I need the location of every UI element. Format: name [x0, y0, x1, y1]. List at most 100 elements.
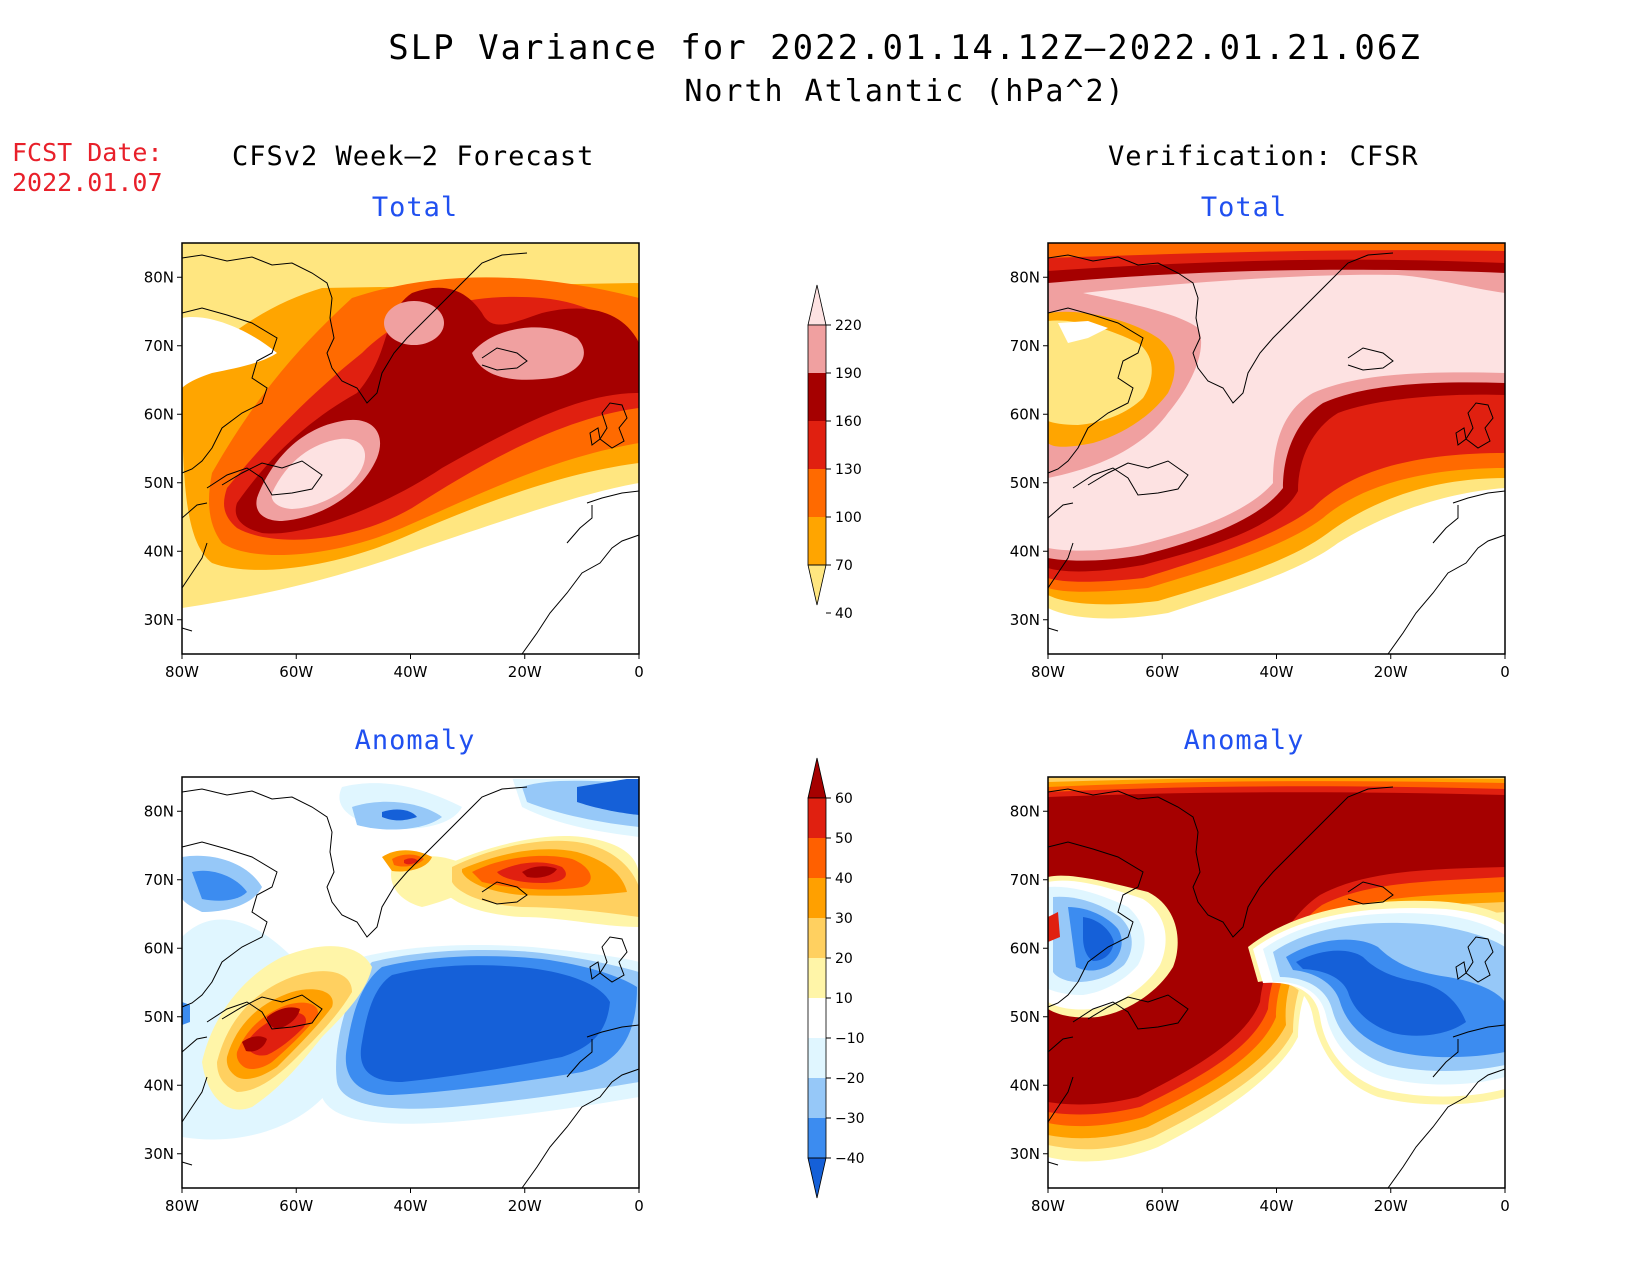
colorbar-label: 50 — [835, 831, 853, 847]
colorbar-swatch — [808, 1078, 826, 1118]
lat-tick-label: 50N — [1010, 474, 1040, 492]
lat-tick-label: 80N — [1010, 802, 1040, 820]
colorbar-swatch — [808, 838, 826, 878]
map-forecast-anomaly — [181, 776, 640, 1189]
colorbar-label: 190 — [835, 366, 862, 382]
lon-tick-label: 20W — [1374, 1197, 1408, 1215]
column-title-forecast: CFSv2 Week–2 Forecast — [232, 141, 595, 172]
chart-subtitle: North Atlantic (hPa^2) — [684, 74, 1126, 109]
lon-tick-label: 40W — [1260, 663, 1294, 681]
colorbar-label: 20 — [835, 951, 853, 967]
lon-tick-label: 80W — [165, 1197, 199, 1215]
lon-tick-label: 0 — [1500, 663, 1510, 681]
colorbar-top-arrow — [807, 284, 827, 326]
colorbar-label: 40 — [835, 606, 853, 622]
lat-tick-label: 40N — [1010, 1076, 1040, 1094]
fcst-date-label: FCST Date: — [12, 138, 163, 167]
colorbar-label: 60 — [835, 791, 853, 807]
colorbar-label: 130 — [835, 462, 862, 478]
contour-fills — [182, 243, 639, 654]
lat-tick-label: 50N — [144, 1008, 174, 1026]
panel-title-forecast-anomaly: Anomaly — [354, 725, 476, 756]
coastlines — [1047, 786, 1506, 1189]
lat-tick-label: 70N — [1010, 871, 1040, 889]
lon-tick-label: 40W — [1260, 1197, 1294, 1215]
lat-tick-label: 70N — [1010, 337, 1040, 355]
panel-title-verification-anomaly: Anomaly — [1183, 725, 1305, 756]
colorbar-swatch — [808, 1038, 826, 1078]
lat-tick-label: 60N — [1010, 939, 1040, 957]
lon-tick-label: 20W — [508, 1197, 542, 1215]
lat-tick-label: 60N — [144, 405, 174, 423]
colorbar-swatch — [808, 918, 826, 958]
colorbar-label: −10 — [835, 1031, 865, 1047]
lat-tick-label: 50N — [1010, 1008, 1040, 1026]
lon-tick-label: 60W — [279, 663, 313, 681]
lat-tick-label: 30N — [1010, 611, 1040, 629]
lat-tick-label: 30N — [144, 1145, 174, 1163]
lat-tick-label: 80N — [144, 268, 174, 286]
lon-tick-label: 60W — [279, 1197, 313, 1215]
lon-tick-label: 80W — [1031, 663, 1065, 681]
lat-tick-label: 80N — [1010, 268, 1040, 286]
lat-tick-label: 60N — [1010, 405, 1040, 423]
fcst-date-value: 2022.01.07 — [12, 168, 163, 197]
coastlines — [181, 786, 640, 1189]
map-forecast-total — [181, 242, 640, 655]
lon-tick-label: 80W — [165, 663, 199, 681]
colorbar-label: −40 — [835, 1151, 865, 1167]
colorbar-bottom-arrow — [807, 1157, 827, 1199]
colorbar-frame — [807, 797, 827, 1159]
contour-fills — [182, 777, 639, 1188]
colorbar-swatch — [808, 998, 826, 1038]
lat-tick-label: 30N — [1010, 1145, 1040, 1163]
panel-title-forecast-total: Total — [371, 192, 459, 223]
map-verification-total — [1047, 242, 1506, 655]
lat-tick-label: 40N — [144, 542, 174, 560]
chart-title: SLP Variance for 2022.01.14.12Z–2022.01.… — [388, 28, 1422, 68]
lat-tick-label: 60N — [144, 939, 174, 957]
lat-tick-label: 40N — [144, 1076, 174, 1094]
colorbar-swatch — [808, 1118, 826, 1158]
lon-tick-label: 0 — [634, 663, 644, 681]
lon-tick-label: 60W — [1145, 1197, 1179, 1215]
contour-fills — [1048, 243, 1505, 654]
lon-tick-label: 80W — [1031, 1197, 1065, 1215]
lat-tick-label: 70N — [144, 871, 174, 889]
lat-tick-label: 40N — [1010, 542, 1040, 560]
lon-tick-label: 40W — [394, 663, 428, 681]
colorbar-swatch — [808, 373, 826, 421]
colorbar-label: 30 — [835, 911, 853, 927]
colorbar-top-arrow — [807, 757, 827, 799]
colorbar-label: 160 — [835, 414, 862, 430]
lon-tick-label: 60W — [1145, 663, 1179, 681]
map-verification-anomaly — [1047, 776, 1506, 1189]
colorbar-anomaly: 60 50 40 30 20 10 −10 −20 −30 −40 — [807, 757, 865, 1199]
lat-tick-label: 80N — [144, 802, 174, 820]
lon-tick-label: 0 — [1500, 1197, 1510, 1215]
colorbar-label: 40 — [835, 871, 853, 887]
colorbar-total: 220 190 160 130 100 70 40 — [807, 284, 862, 622]
coastlines — [181, 252, 640, 655]
colorbar-swatch — [808, 325, 826, 373]
colorbar-label: 70 — [835, 558, 853, 574]
panel-title-verification-total: Total — [1200, 192, 1288, 223]
colorbar-frame — [807, 324, 827, 566]
colorbar-swatch — [808, 469, 826, 517]
colorbar-swatch — [808, 958, 826, 998]
colorbar-label: −30 — [835, 1111, 865, 1127]
colorbar-label: −20 — [835, 1071, 865, 1087]
colorbar-label: 10 — [835, 991, 853, 1007]
lon-tick-label: 40W — [394, 1197, 428, 1215]
fcst-date-block: FCST Date: 2022.01.07 — [12, 138, 163, 198]
lat-tick-label: 50N — [144, 474, 174, 492]
colorbar-swatch — [808, 798, 826, 838]
lon-tick-label: 0 — [634, 1197, 644, 1215]
colorbar-swatch — [808, 421, 826, 469]
colorbar-bottom-arrow — [807, 564, 827, 606]
contour-fills — [1048, 777, 1505, 1188]
colorbar-label: 220 — [835, 318, 862, 334]
colorbar-label: 100 — [835, 510, 862, 526]
colorbar-swatch — [808, 878, 826, 918]
